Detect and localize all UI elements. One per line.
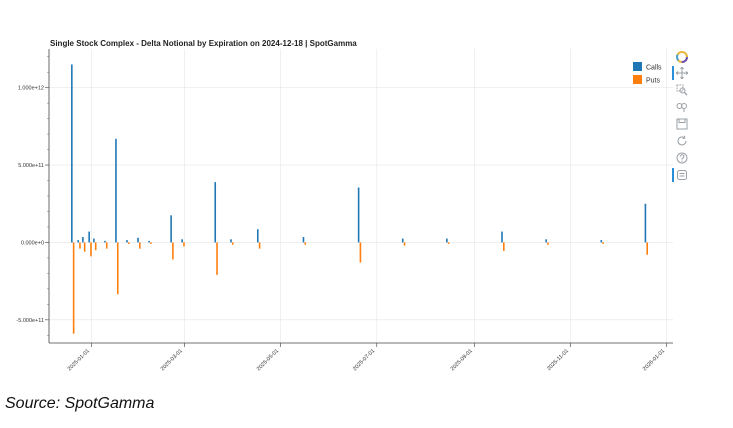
y-tick-label: 5.000e+11 (18, 163, 44, 169)
x-tick-label: 2025-09-01 (450, 348, 474, 372)
puts-bar (403, 242, 406, 246)
bars (71, 64, 649, 334)
calls-bar (126, 240, 128, 243)
puts-bar (503, 242, 505, 251)
axes (45, 49, 673, 347)
calls-bar (357, 187, 360, 243)
puts-bar (216, 242, 218, 275)
puts-bar (116, 242, 119, 295)
x-tick-label: 2026-01-01 (642, 348, 666, 372)
calls-bar (501, 231, 503, 243)
legend-swatch-puts (633, 75, 642, 84)
x-tick-label: 2025-01-01 (67, 348, 91, 372)
calls-bar (401, 238, 404, 243)
puts-bar (547, 242, 549, 245)
hover-icon[interactable] (672, 168, 691, 182)
y-tick-label: -5.000e+11 (16, 318, 44, 324)
save-icon[interactable] (673, 117, 691, 131)
calls-bar (256, 229, 259, 243)
calls-bar (644, 203, 647, 243)
puts-bar (72, 242, 75, 334)
wheel-zoom-icon[interactable] (673, 100, 691, 114)
calls-bar (137, 237, 139, 243)
calls-bar (214, 182, 217, 243)
puts-bar (447, 242, 450, 244)
legend-swatch-calls (633, 62, 642, 71)
calls-bar (302, 237, 305, 243)
source-caption: Source: SpotGamma (5, 395, 155, 412)
puts-bar (90, 242, 92, 257)
pan-icon[interactable] (672, 66, 691, 80)
help-icon[interactable] (673, 151, 691, 165)
x-tick-labels: 2025-01-01 2025-03-01 2025-05-01 2025-07-01… (67, 348, 666, 372)
calls-bar (600, 240, 603, 243)
calls-bar (115, 138, 117, 243)
reset-icon[interactable] (673, 134, 691, 148)
calls-bar (88, 231, 90, 243)
puts-bar (172, 242, 174, 260)
legend-label-calls: Calls (646, 65, 662, 72)
calls-bar (230, 239, 232, 243)
y-tick-labels: -5.000e+11 0.000e+0 5.000e+11 1.000e+12 (16, 86, 44, 324)
calls-bar (104, 240, 106, 243)
puts-bar (83, 242, 86, 252)
puts-bar (79, 242, 81, 249)
calls-bar (71, 64, 73, 243)
calls-bar (93, 238, 95, 243)
x-tick-label: 2025-03-01 (160, 348, 184, 372)
puts-bar (258, 242, 261, 249)
box-zoom-icon[interactable] (673, 83, 691, 97)
puts-bar (602, 242, 604, 244)
bokeh-logo-icon[interactable] (673, 50, 691, 64)
puts-bar (150, 242, 152, 244)
calls-bar (77, 240, 79, 243)
puts-bar (183, 242, 185, 247)
x-tick-label: 2025-05-01 (256, 348, 280, 372)
gridlines (49, 49, 673, 343)
legend-label-puts: Puts (646, 78, 661, 85)
calls-bar (446, 238, 448, 243)
calls-bar (82, 237, 84, 243)
puts-bar (646, 242, 649, 255)
puts-bar (359, 242, 362, 263)
puts-bar (304, 242, 307, 245)
puts-bar (127, 242, 130, 244)
y-tick-label: 1.000e+12 (18, 86, 44, 92)
puts-bar (105, 242, 108, 249)
calls-bar (170, 215, 172, 243)
calls-bar (148, 240, 150, 243)
calls-bar (545, 239, 547, 243)
puts-bar (94, 242, 97, 251)
puts-bar (231, 242, 234, 245)
x-tick-label: 2025-11-01 (546, 348, 570, 372)
y-tick-label: 0.000e+0 (21, 240, 44, 246)
x-tick-label: 2025-07-01 (352, 348, 376, 372)
puts-bar (139, 242, 141, 249)
calls-bar (181, 239, 183, 243)
legend: Calls Puts (633, 62, 662, 85)
chart-title: Single Stock Complex - Delta Notional by… (50, 39, 357, 48)
